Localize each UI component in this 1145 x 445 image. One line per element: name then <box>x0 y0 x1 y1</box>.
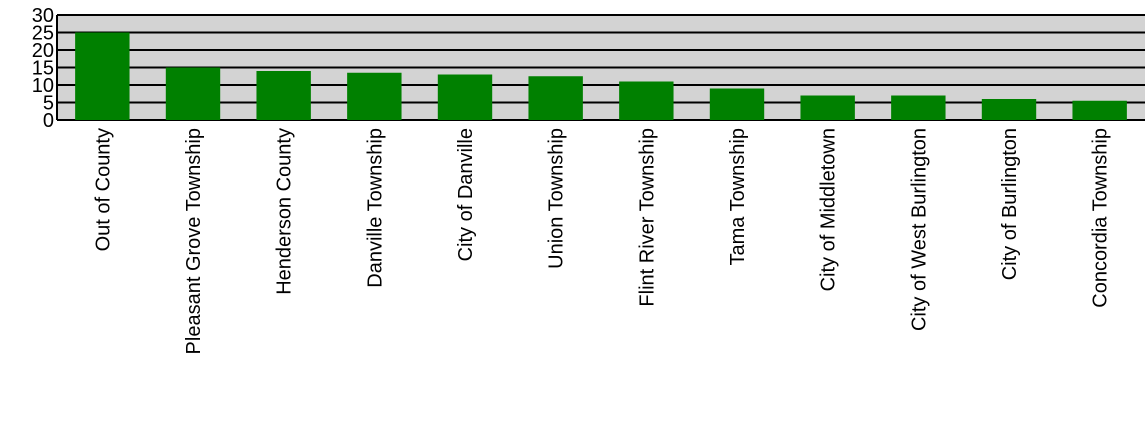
x-tick-label: City of Middletown <box>818 128 840 291</box>
x-axis-labels: Out of County Pleasant Grove Township Hend… <box>92 128 1111 354</box>
x-tick-label: Concordia Township <box>1090 128 1112 308</box>
gridlines <box>57 14 1145 121</box>
bar <box>619 81 674 120</box>
y-tick-label: 20 <box>32 40 54 62</box>
bar <box>75 32 130 120</box>
bar <box>1072 100 1127 120</box>
x-tick-label: Flint River Township <box>636 128 658 307</box>
y-tick-label: 5 <box>43 93 54 115</box>
bar <box>256 71 311 120</box>
bars <box>75 32 1127 120</box>
bar <box>347 72 402 120</box>
x-tick-label: City of West Burlington <box>908 128 930 331</box>
bar <box>528 76 583 120</box>
bar <box>981 99 1037 120</box>
x-tick-label: Union Township <box>546 128 568 269</box>
bar <box>891 95 946 120</box>
x-tick-label: Pleasant Grove Township <box>183 128 205 354</box>
y-tick-label: 10 <box>32 75 54 97</box>
x-tick-label: Out of County <box>92 128 114 251</box>
bar <box>709 88 765 120</box>
y-tick-label: 0 <box>43 110 54 132</box>
x-tick-label: City of Burlington <box>999 128 1021 280</box>
y-tick-label: 25 <box>32 23 54 45</box>
bar <box>437 74 493 120</box>
x-tick-label: Danville Township <box>364 128 386 288</box>
x-tick-label: Tama Township <box>727 128 749 265</box>
x-tick-label: City of Danville <box>455 128 477 261</box>
bar <box>800 95 855 120</box>
y-tick-label: 30 <box>32 5 54 27</box>
bar <box>165 67 221 120</box>
x-tick-label: Henderson County <box>274 128 296 295</box>
y-tick-label: 15 <box>32 58 54 80</box>
